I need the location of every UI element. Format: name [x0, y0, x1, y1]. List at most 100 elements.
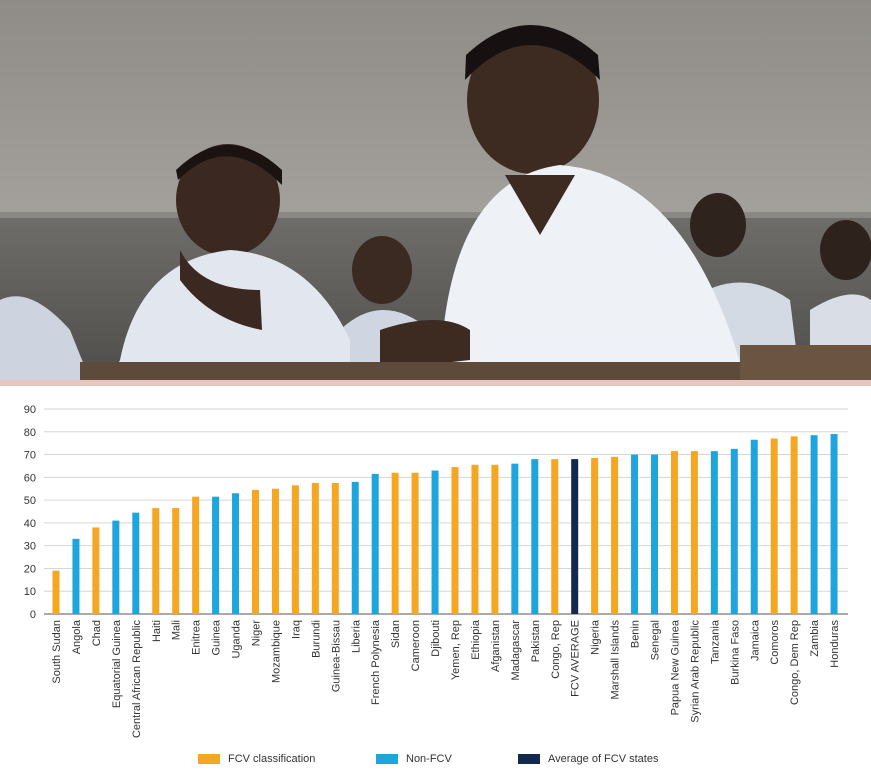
x-tick-label: Congo, Rep: [550, 620, 562, 679]
x-tick-label: Mozambique: [270, 620, 282, 683]
bar: [52, 570, 60, 614]
x-tick-label: Liberia: [350, 619, 362, 653]
y-tick-label: 90: [24, 404, 36, 416]
bar: [331, 483, 339, 614]
legend-swatch-non-fcv: [376, 753, 398, 764]
photo-students-classroom-icon: [0, 0, 871, 380]
bar: [232, 493, 240, 614]
bar: [571, 459, 579, 614]
x-tick-label: Guinea-Bissau: [330, 620, 342, 692]
x-tick-label: Madagascar: [510, 620, 522, 681]
x-tick-label: Djibouti: [430, 620, 442, 657]
x-tick-label: Pakistan: [530, 620, 542, 662]
y-tick-label: 50: [24, 495, 36, 507]
bar: [670, 451, 678, 614]
x-tick-label: Mali: [171, 620, 183, 640]
chart-canvas: 0 10 20 30 40 50 60 70 80 90 South Sudan Angola Chad…: [24, 404, 848, 739]
bar: [371, 473, 379, 614]
x-tick-label: Haiti: [151, 620, 163, 642]
bar: [551, 459, 559, 614]
bar: [391, 472, 399, 614]
x-tick-label: Cameroon: [410, 620, 422, 671]
bar: [132, 512, 140, 614]
x-tick-label: French Polynesia: [370, 619, 382, 705]
bar: [311, 483, 319, 614]
legend-swatch-fcv: [198, 753, 220, 764]
x-tick-label: Central African Republic: [131, 620, 143, 739]
legend-item-average: Average of FCV states: [518, 750, 658, 767]
y-tick-label: 30: [24, 541, 36, 553]
bar: [112, 520, 120, 614]
bar: [72, 538, 80, 614]
bar: [511, 463, 519, 614]
bar-chart: 0 10 20 30 40 50 60 70 80 90 South Sudan Angola Chad…: [0, 386, 871, 767]
bar: [651, 454, 658, 614]
x-tick-label: Enitrea: [191, 619, 203, 655]
x-tick-label: Nigeria: [590, 619, 602, 655]
bar: [152, 508, 160, 614]
bar: [810, 435, 818, 614]
x-tick-label: Guinea: [211, 619, 223, 655]
bar: [531, 459, 539, 614]
x-tick-label: Jamaica: [749, 619, 761, 661]
x-tick-label: Sidan: [390, 620, 402, 648]
legend-label-average: Average of FCV states: [548, 752, 659, 765]
y-tick-label: 40: [24, 518, 36, 530]
x-tick-label: Benin: [630, 620, 642, 648]
bar: [92, 527, 100, 614]
legend-label-fcv: FCV classification: [228, 752, 316, 765]
x-tick-label: Honduras: [829, 620, 841, 668]
bar: [611, 456, 619, 614]
bar: [411, 472, 419, 614]
legend-item-non-fcv: Non-FCV: [376, 750, 452, 767]
x-tick-label: South Sudan: [51, 620, 63, 684]
x-tick-label: Papua New Guinea: [669, 619, 681, 715]
bar: [710, 451, 718, 614]
y-tick-label: 10: [24, 586, 36, 598]
y-tick-label: 70: [24, 450, 36, 462]
section-divider: [0, 380, 871, 386]
bar: [431, 470, 439, 614]
x-tick-label: Tanzania: [709, 619, 721, 664]
bar: [770, 438, 778, 614]
x-tick-label: Senegal: [650, 620, 662, 660]
y-tick-label: 80: [24, 427, 36, 439]
x-tick-label: Ethiopia: [470, 619, 482, 660]
x-tick-label: Marshall Islands: [610, 620, 622, 700]
x-tick-label: Uganda: [231, 619, 243, 658]
x-tick-label: Comoros: [769, 620, 781, 665]
legend-label-non-fcv: Non-FCV: [406, 752, 452, 765]
x-tick-label: Congo, Dem Rep: [789, 620, 801, 705]
bar: [631, 454, 639, 614]
bar: [690, 451, 698, 614]
x-tick-label: Yemen, Rep: [450, 620, 462, 680]
legend-item-fcv: FCV classification: [198, 750, 315, 767]
x-tick-label: Iraq: [290, 620, 302, 639]
x-tick-label: FCV AVERAGE: [570, 620, 582, 697]
bar: [212, 496, 220, 614]
x-tick-label: Niger: [251, 620, 263, 647]
bar: [790, 436, 798, 614]
bar: [192, 496, 200, 614]
x-tick-label: Equatorial Guinea: [111, 619, 123, 708]
bar: [252, 489, 259, 614]
bar: [591, 457, 599, 614]
bar: [172, 508, 180, 614]
classroom-photo: [0, 0, 871, 380]
bar: [271, 488, 279, 614]
y-tick-label: 20: [24, 563, 36, 575]
bar: [491, 464, 499, 614]
x-tick-label: Chad: [91, 620, 103, 646]
x-tick-label: Burkina Faso: [729, 620, 741, 685]
bar: [730, 448, 738, 614]
bar: [351, 481, 359, 614]
y-tick-label: 60: [24, 472, 36, 484]
bar: [291, 485, 299, 614]
chart-legend: FCV classification Non-FCV Average of FC…: [0, 750, 871, 767]
x-tick-label: Zambia: [809, 619, 821, 657]
bar: [750, 439, 758, 614]
bar: [451, 467, 459, 614]
bar: [830, 434, 838, 614]
x-tick-label: Afganistan: [490, 620, 502, 672]
bar: [471, 464, 479, 614]
